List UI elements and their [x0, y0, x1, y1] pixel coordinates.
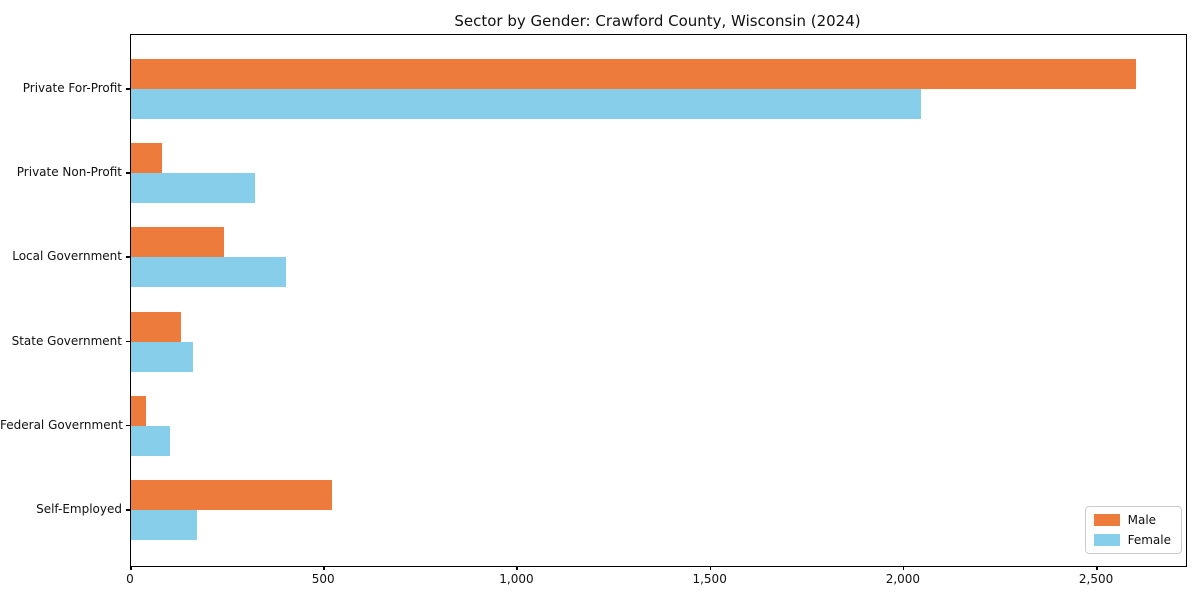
legend-swatch-male: [1093, 514, 1120, 526]
x-tick-label: 0: [126, 572, 134, 586]
female-bar-4: [131, 425, 170, 456]
x-tick-mark: [709, 566, 712, 570]
x-tick-mark: [130, 566, 132, 570]
female-bar-0: [131, 89, 922, 119]
male-bar-5: [131, 480, 332, 510]
female-bar-5: [131, 510, 197, 540]
y-tick-label: State Government: [11, 333, 122, 348]
x-tick-mark: [902, 566, 905, 570]
x-tick-label: 2,500: [1078, 572, 1114, 586]
x-tick-label: 1,500: [692, 572, 727, 586]
x-tick-label: 2,000: [885, 572, 921, 586]
y-tick-mark: [126, 340, 130, 343]
male-bar-1: [131, 143, 162, 174]
legend-label-female: Female: [1127, 533, 1171, 547]
legend-swatch-female: [1093, 534, 1120, 546]
y-tick-label: Private For-Profit: [22, 81, 122, 95]
male-bar-2: [131, 227, 224, 258]
male-bar-4: [131, 395, 147, 426]
legend-label-male: Male: [1127, 513, 1157, 527]
x-tick-mark: [516, 566, 518, 570]
plot-area: Male Female: [130, 34, 1187, 567]
legend-item-female: Female: [1093, 533, 1171, 547]
male-bar-0: [131, 59, 1136, 89]
y-tick-mark: [126, 256, 130, 258]
y-tick-mark: [126, 88, 130, 90]
y-tick-label: Local Government: [12, 249, 122, 264]
y-tick-label: Federal Government: [0, 417, 123, 432]
x-tick-mark: [1096, 566, 1098, 570]
male-bar-3: [131, 311, 182, 342]
x-tick-label: 500: [311, 572, 335, 586]
legend: Male Female: [1084, 506, 1182, 554]
y-tick-mark: [126, 509, 130, 511]
y-tick-mark: [126, 424, 130, 427]
y-tick-label: Private Non-Profit: [16, 165, 122, 180]
y-tick-mark: [126, 172, 130, 174]
chart-title: Sector by Gender: Crawford County, Wisco…: [454, 12, 861, 30]
x-tick-mark: [323, 566, 325, 570]
legend-item-male: Male: [1093, 513, 1171, 527]
x-tick-label: 1,000: [499, 572, 534, 586]
y-tick-label: Self-Employed: [36, 502, 122, 516]
female-bar-2: [131, 257, 286, 288]
female-bar-3: [131, 341, 193, 372]
female-bar-1: [131, 173, 255, 204]
